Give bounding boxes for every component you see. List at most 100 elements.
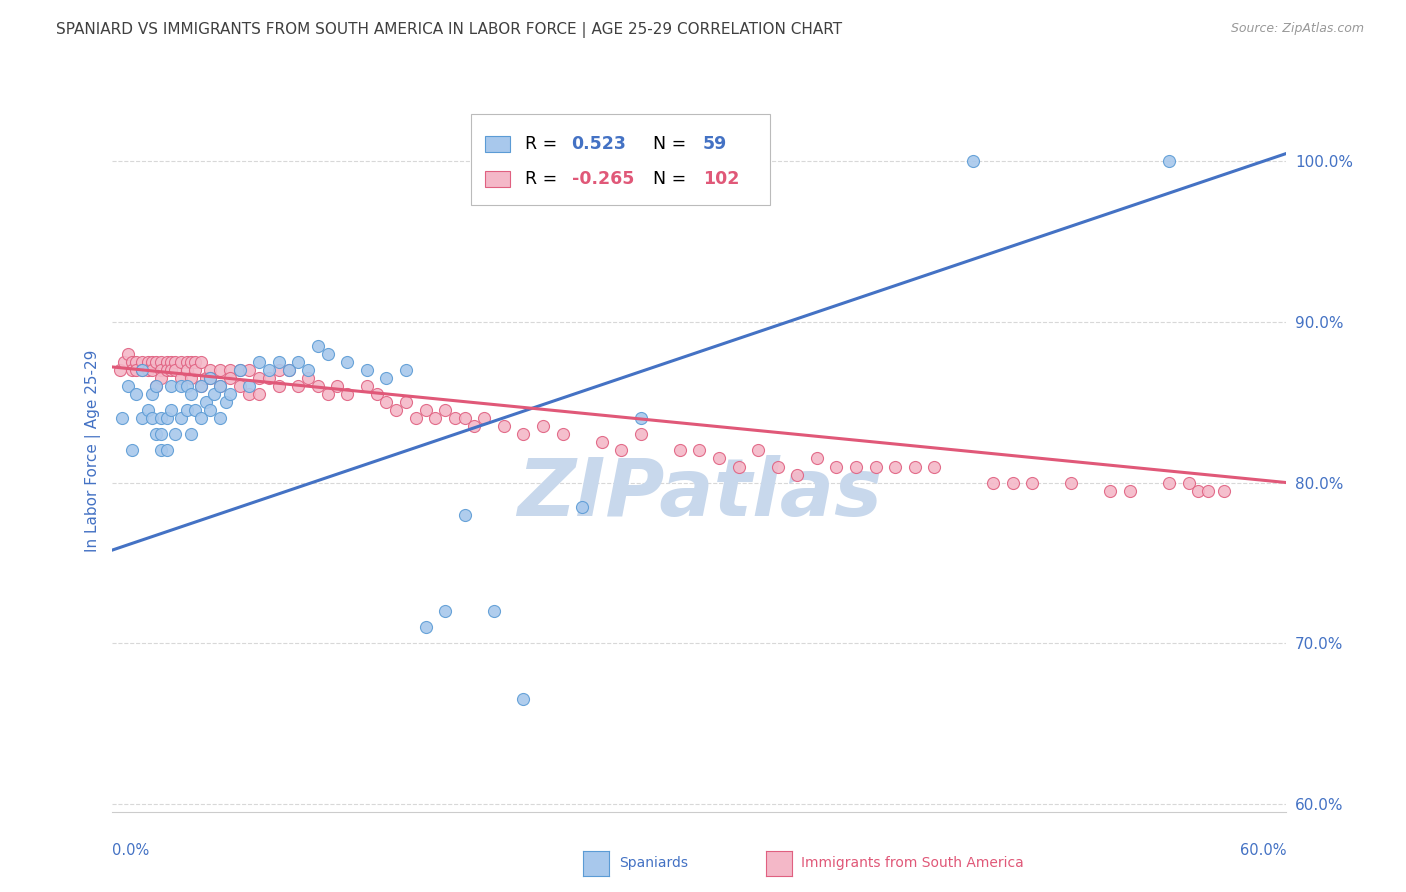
Point [444, 411, 467, 425]
Point [117, 347, 139, 361]
Point [125, 355, 148, 369]
Point [463, 419, 485, 434]
Point [257, 371, 280, 385]
Point [395, 395, 418, 409]
Point [209, 363, 232, 377]
Point [356, 379, 378, 393]
Point [219, 387, 242, 401]
Text: SPANIARD VS IMMIGRANTS FROM SOUTH AMERICA IN LABOR FORCE | AGE 25-29 CORRELATION: SPANIARD VS IMMIGRANTS FROM SOUTH AMERIC… [56, 22, 842, 38]
Point [962, 154, 984, 169]
Point [141, 411, 163, 425]
Point [176, 363, 198, 377]
Point [1099, 483, 1122, 498]
Point [415, 403, 437, 417]
Point [247, 371, 270, 385]
Text: 60.0%: 60.0% [1240, 843, 1286, 858]
Point [136, 355, 159, 369]
Point [170, 411, 193, 425]
Text: Source: ZipAtlas.com: Source: ZipAtlas.com [1230, 22, 1364, 36]
Point [180, 427, 202, 442]
Point [150, 427, 173, 442]
Text: N =: N = [643, 169, 692, 188]
Point [209, 379, 232, 393]
Point [195, 395, 218, 409]
Point [200, 371, 222, 385]
Point [200, 371, 222, 385]
Point [136, 403, 159, 417]
Point [125, 363, 148, 377]
Point [202, 387, 225, 401]
Point [630, 411, 652, 425]
Point [200, 363, 222, 377]
Point [247, 387, 270, 401]
Point [121, 443, 143, 458]
Point [924, 459, 946, 474]
Point [141, 355, 163, 369]
Point [112, 355, 135, 369]
Point [183, 355, 205, 369]
Point [156, 355, 179, 369]
Point [160, 355, 183, 369]
Point [434, 403, 457, 417]
Point [209, 411, 232, 425]
Point [238, 387, 260, 401]
Point [287, 379, 309, 393]
Point [316, 387, 339, 401]
Point [195, 371, 218, 385]
Point [180, 355, 202, 369]
Point [117, 379, 139, 393]
Point [110, 363, 132, 377]
Point [125, 387, 148, 401]
Point [165, 355, 187, 369]
Point [141, 387, 163, 401]
Point [190, 379, 212, 393]
Point [165, 363, 187, 377]
Point [238, 363, 260, 377]
Point [610, 443, 633, 458]
Point [981, 475, 1004, 490]
Point [786, 467, 808, 482]
Point [176, 355, 198, 369]
Text: 59: 59 [703, 135, 727, 153]
Point [375, 395, 398, 409]
Point [247, 355, 270, 369]
Point [453, 508, 475, 522]
Point [156, 363, 179, 377]
Point [228, 363, 250, 377]
Point [238, 379, 260, 393]
Point [131, 355, 153, 369]
Point [160, 403, 183, 417]
Point [307, 339, 329, 353]
Point [228, 379, 250, 393]
Text: 102: 102 [703, 169, 740, 188]
Point [1212, 483, 1234, 498]
Point [145, 379, 167, 393]
Point [180, 371, 202, 385]
Point [156, 411, 179, 425]
Point [183, 403, 205, 417]
Point [415, 620, 437, 634]
Point [845, 459, 868, 474]
Point [145, 355, 167, 369]
Point [1119, 483, 1142, 498]
Point [145, 379, 167, 393]
Point [375, 371, 398, 385]
Point [170, 355, 193, 369]
Point [287, 355, 309, 369]
Point [121, 355, 143, 369]
Point [366, 387, 388, 401]
Point [492, 419, 515, 434]
Point [200, 403, 222, 417]
Point [156, 443, 179, 458]
Point [326, 379, 349, 393]
Point [825, 459, 848, 474]
Point [512, 427, 534, 442]
Point [111, 411, 134, 425]
Point [1159, 154, 1181, 169]
Point [1187, 483, 1209, 498]
Text: 0.0%: 0.0% [112, 843, 149, 858]
Text: R =: R = [524, 169, 562, 188]
Point [160, 379, 183, 393]
Point [551, 427, 574, 442]
Point [215, 395, 238, 409]
